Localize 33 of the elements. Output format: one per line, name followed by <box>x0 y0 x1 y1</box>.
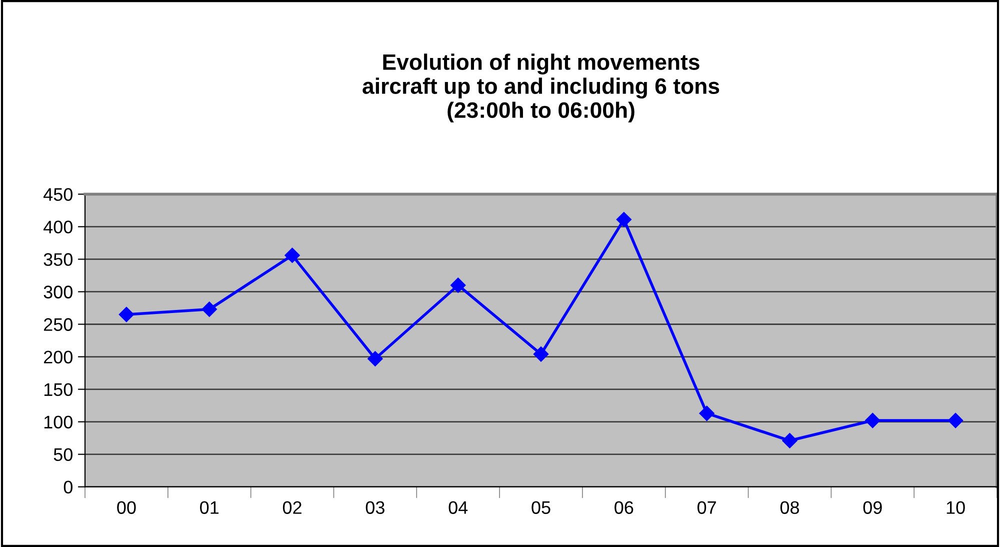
point <box>284 248 300 263</box>
y-tick-label: 100 <box>44 416 72 429</box>
y-tick-label: 450 <box>43 188 72 201</box>
x-tick-label: 00 <box>117 501 136 514</box>
x-tick-label: 08 <box>780 501 799 514</box>
y-tick-label: 400 <box>43 220 72 234</box>
x-tick-label: 01 <box>200 501 219 514</box>
point <box>450 278 466 293</box>
x-tick-label: 07 <box>697 501 716 514</box>
x-tick-label: 06 <box>614 501 634 514</box>
point <box>948 412 964 428</box>
point <box>782 433 798 448</box>
y-tick-label: 300 <box>44 286 72 298</box>
x-tick-label: 10 <box>946 501 965 514</box>
point <box>118 306 134 322</box>
y-tick-label: 350 <box>44 253 72 266</box>
point <box>865 412 880 428</box>
chart-title: Evolution of night movements aircraft up to and including 6 tons (23:00h to 06:00h) <box>362 54 720 122</box>
point <box>699 406 714 421</box>
x-tick-label: 09 <box>863 501 882 514</box>
x-tick-label: 05 <box>532 501 550 514</box>
point <box>533 346 549 362</box>
y-tick-label: 250 <box>44 318 72 331</box>
x-tick-label: 04 <box>448 501 468 514</box>
point <box>202 302 217 317</box>
y-tick-label: 150 <box>44 383 72 396</box>
point <box>616 212 632 228</box>
y-tick-label: 0 <box>64 480 72 494</box>
x-tick-label: 03 <box>366 501 384 514</box>
x-tick-label: 02 <box>282 501 302 514</box>
point <box>368 351 383 366</box>
y-tick-label: 50 <box>54 448 72 462</box>
y-tick-label: 200 <box>44 350 72 364</box>
